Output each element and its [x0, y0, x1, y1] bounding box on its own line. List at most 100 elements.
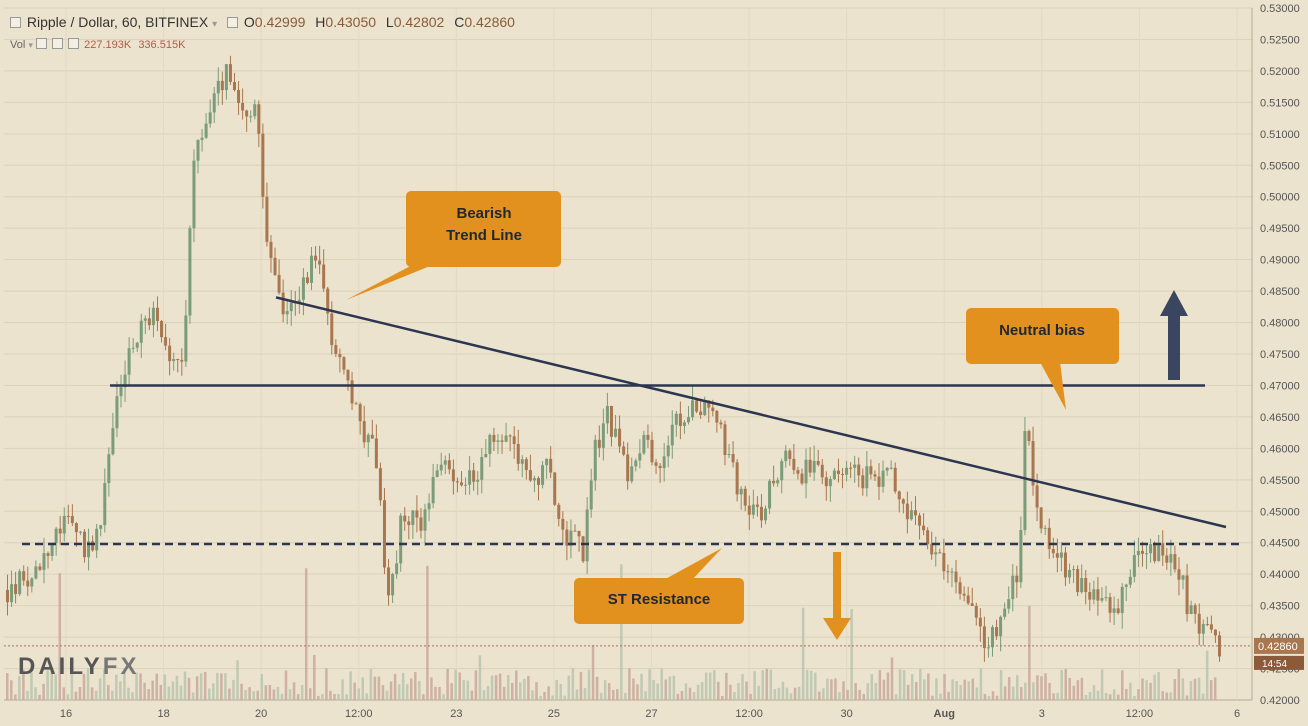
candle	[192, 149, 196, 243]
candle-body	[310, 255, 314, 283]
candle-body	[549, 458, 553, 473]
volume-bar	[430, 677, 433, 700]
close-value: 0.42860	[464, 14, 515, 30]
candle	[991, 624, 995, 657]
candle-body	[62, 515, 66, 534]
candle	[1055, 538, 1059, 573]
volume-header: Vol ▾ 227.193K 336.515K	[10, 38, 185, 51]
volume-bar	[1137, 689, 1140, 700]
volume-bar	[38, 694, 41, 700]
volume-bar	[1173, 679, 1177, 700]
volume-bar	[494, 675, 498, 700]
candle	[865, 451, 869, 497]
candle-body	[419, 517, 423, 531]
open-value: 0.42999	[254, 14, 306, 30]
symbol-label[interactable]: Ripple / Dollar, 60, BITFINEX	[26, 14, 209, 30]
volume-bar	[506, 675, 510, 700]
candle	[861, 468, 865, 496]
candle	[1189, 600, 1193, 615]
x-tick-label: 18	[157, 708, 169, 720]
volume-bar	[446, 668, 449, 700]
candle-body	[496, 440, 500, 442]
volume-bar	[923, 679, 926, 700]
candle-body	[358, 404, 362, 422]
candle-body	[820, 464, 824, 478]
candle-body	[1157, 543, 1161, 562]
candle-body	[370, 434, 374, 439]
candle-body	[330, 313, 334, 346]
candle-body	[788, 450, 792, 459]
candle-body	[897, 491, 901, 500]
volume-bar	[927, 673, 930, 700]
volume-bar	[260, 673, 264, 700]
candle-body	[143, 318, 147, 321]
candle	[350, 371, 354, 411]
volume-bar	[708, 672, 712, 700]
settings-icon[interactable]	[227, 17, 238, 28]
candle	[707, 400, 711, 423]
candle-body	[212, 93, 216, 113]
candle	[1193, 603, 1197, 624]
candle-body	[184, 315, 188, 362]
candle	[772, 465, 776, 487]
x-tick-label: 12:00	[735, 708, 763, 720]
volume-bar	[583, 687, 587, 700]
volume-bar	[405, 684, 409, 700]
candle	[670, 410, 674, 459]
volume-bar	[983, 693, 987, 700]
candle-body	[849, 467, 853, 469]
candle-body	[731, 454, 735, 463]
volume-bar	[656, 683, 659, 700]
vol-dropdown-icon[interactable]: ▾	[28, 40, 33, 50]
candle-body	[253, 104, 257, 117]
candle	[646, 424, 650, 449]
candle-body	[747, 505, 751, 515]
volume-bar	[906, 684, 910, 700]
candle	[447, 453, 451, 475]
candle	[1100, 587, 1104, 603]
candle	[1197, 603, 1201, 646]
candle	[682, 420, 686, 434]
candle-body	[618, 428, 622, 447]
candle	[1173, 545, 1177, 573]
candle	[541, 461, 545, 489]
volume-bar	[1185, 695, 1189, 700]
candle-body	[686, 417, 690, 423]
candle-body	[1039, 507, 1043, 529]
vol-label[interactable]: Vol	[10, 39, 26, 51]
volume-bar	[591, 644, 595, 700]
candle	[699, 399, 703, 420]
candle-body	[1177, 569, 1181, 580]
candle-body	[204, 123, 208, 138]
candle	[370, 419, 374, 439]
candle	[573, 524, 577, 532]
volume-bar	[571, 668, 575, 700]
volume-bar	[317, 695, 320, 700]
vol-settings-icon[interactable]	[52, 38, 64, 49]
candle	[42, 537, 46, 584]
candle-body	[1035, 485, 1039, 508]
candle	[662, 443, 666, 482]
candle	[873, 470, 877, 482]
candle-body	[322, 264, 326, 289]
candle	[301, 268, 305, 316]
volume-bar	[777, 687, 781, 700]
volume-bar	[878, 670, 882, 700]
collapse-icon[interactable]	[10, 17, 21, 28]
volume-bar	[599, 692, 603, 700]
candle-body	[119, 387, 123, 397]
candle-body	[176, 359, 180, 361]
candle-body	[978, 617, 982, 627]
volume-bar	[442, 694, 445, 700]
eye-icon[interactable]	[35, 38, 47, 49]
vol-close-icon[interactable]	[68, 38, 80, 49]
candle	[297, 286, 301, 314]
candle-body	[881, 470, 885, 487]
candle-body	[901, 499, 905, 504]
volume-bar	[288, 689, 292, 700]
dropdown-arrow-icon[interactable]: ▾	[212, 19, 218, 30]
volume-bar	[82, 673, 86, 700]
candle-body	[334, 345, 338, 354]
candle	[622, 441, 626, 457]
